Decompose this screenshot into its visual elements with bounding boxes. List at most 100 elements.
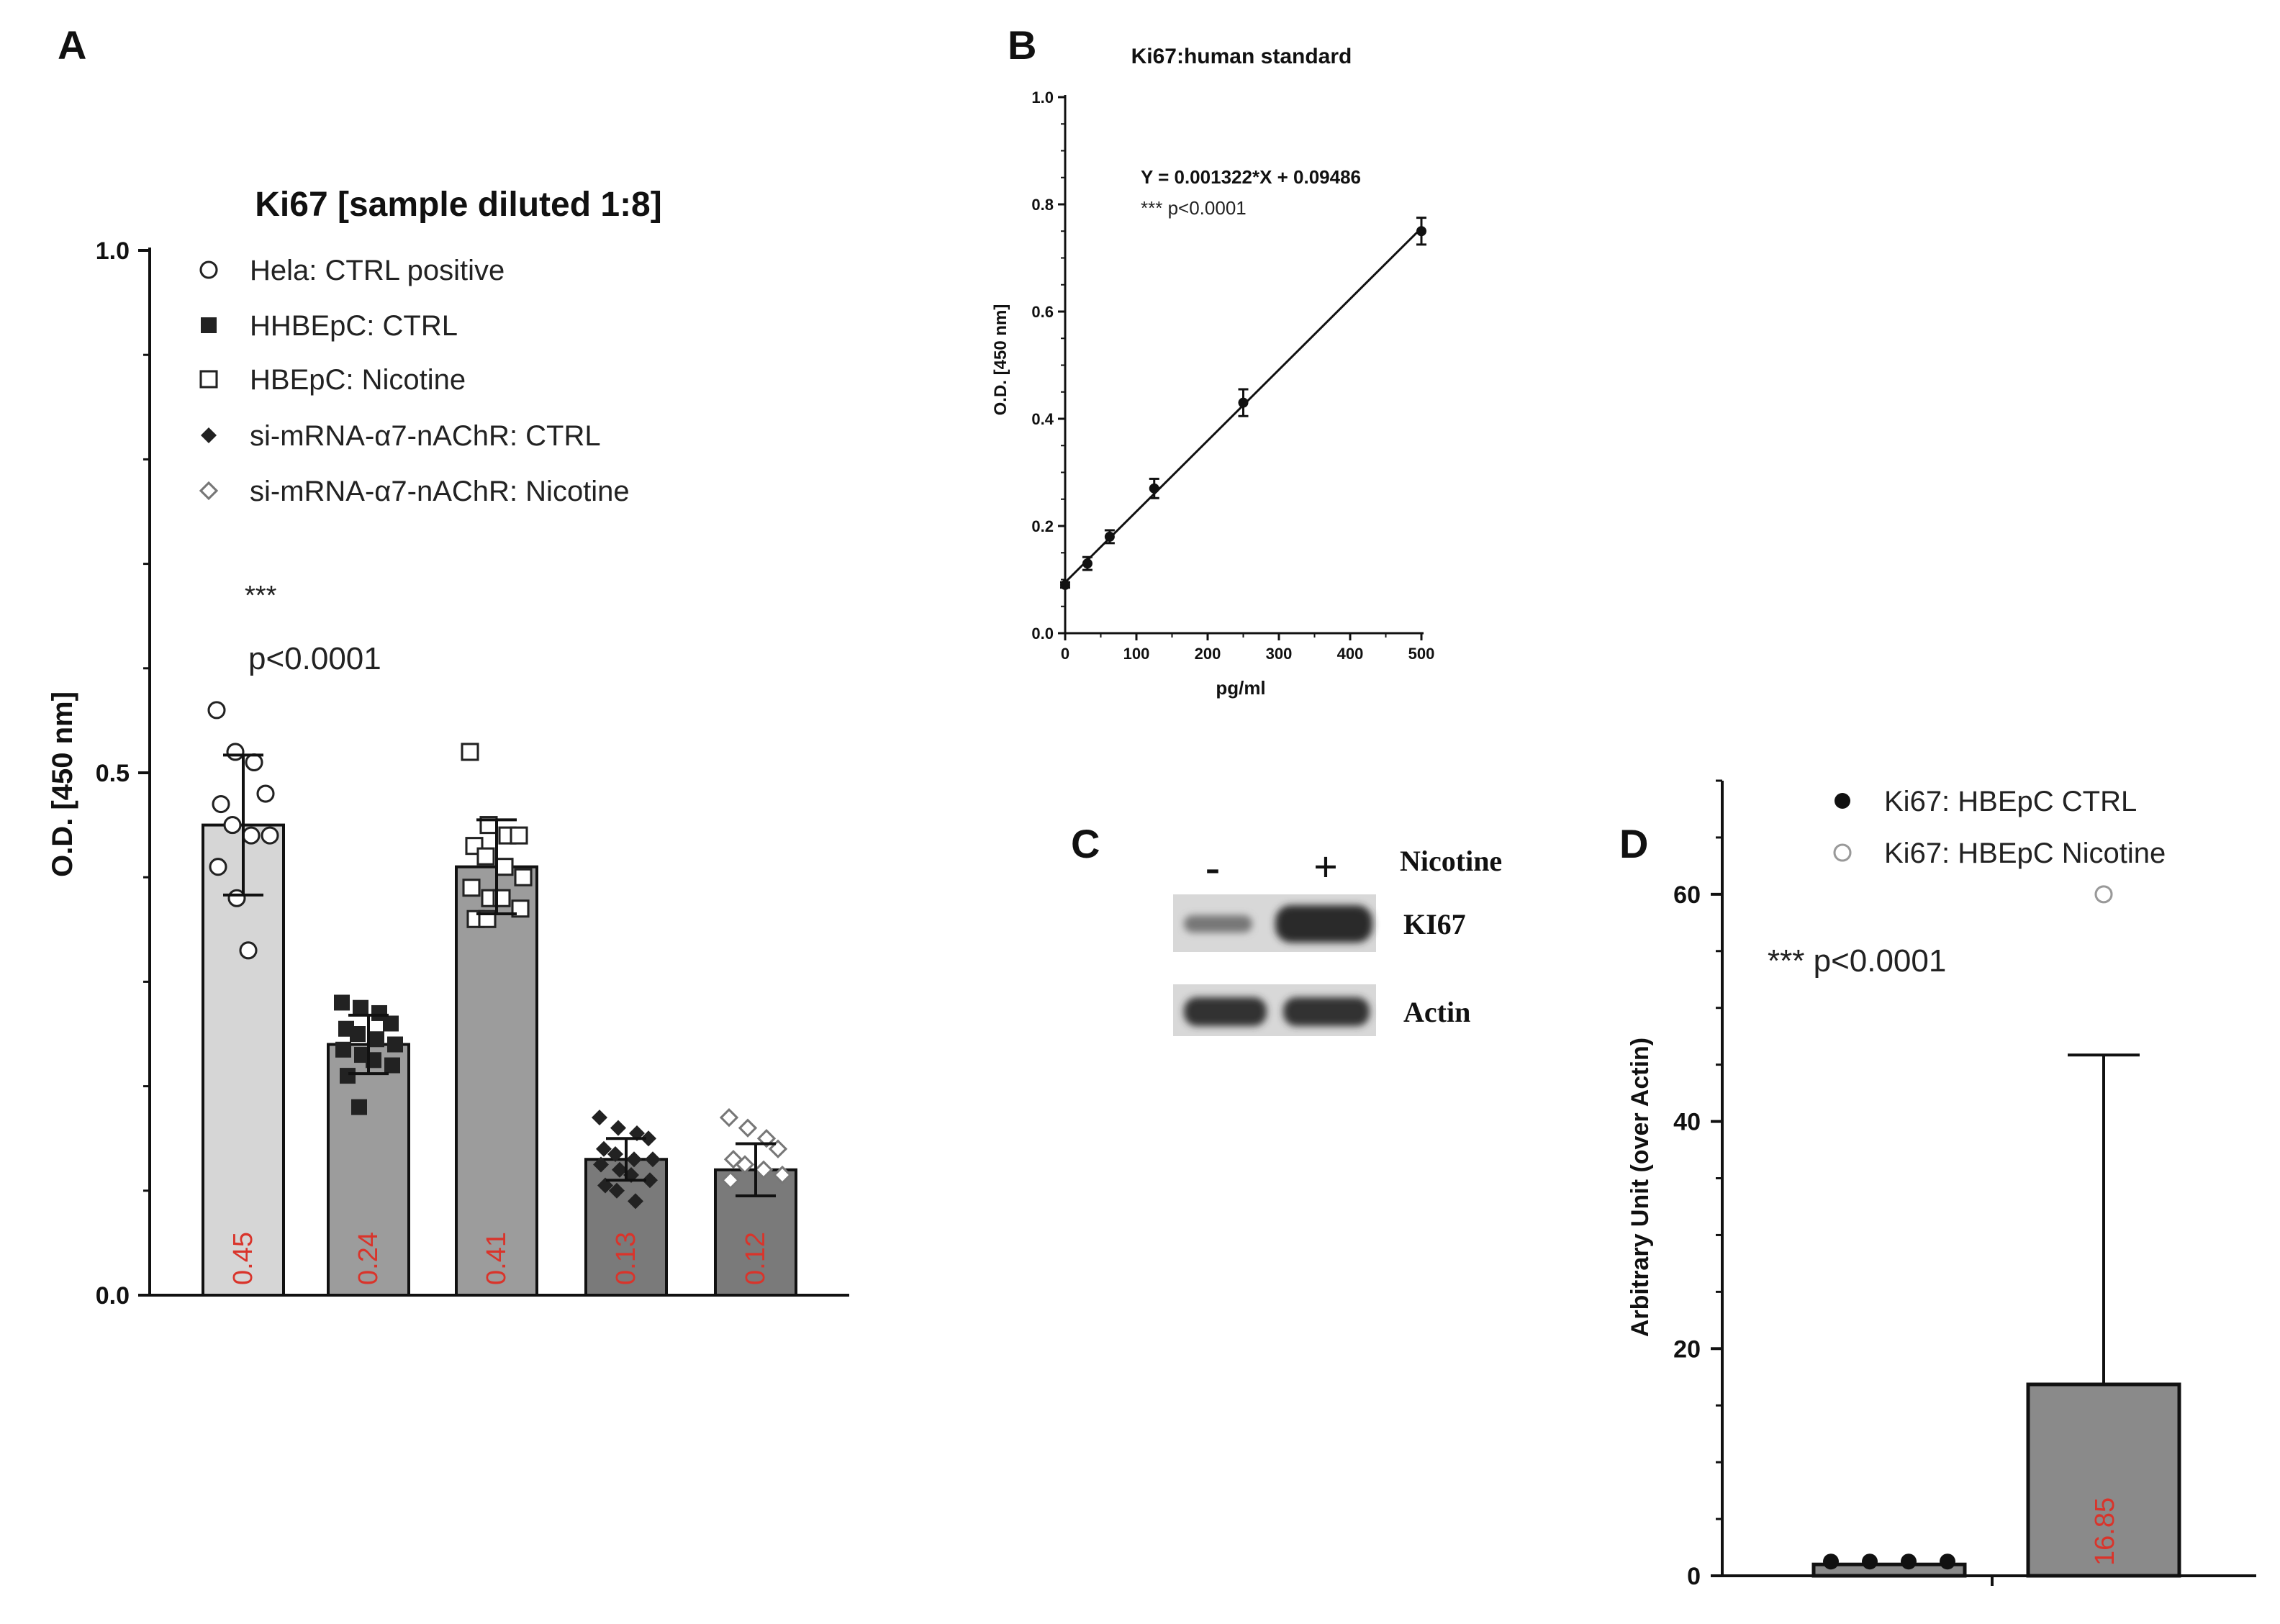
panel-d-y-tick-label: 0 xyxy=(1687,1563,1701,1590)
panel-a-y-axis-label: O.D. [450 nm] xyxy=(47,691,78,877)
panel-b-data-point xyxy=(1060,579,1070,590)
blot-actin-band-minus xyxy=(1184,997,1267,1026)
panel-a-data-point xyxy=(256,784,275,803)
panel-b-y-tick-label: 0.4 xyxy=(1031,410,1054,428)
panel-b-chart: Ki67:human standard pg/ml O.D. [450 nm] … xyxy=(991,45,1434,699)
panel-d-chart: Arbitrary Unit (over Actin) *** p<0.0001… xyxy=(1627,779,2256,1590)
panel-d-y-axis-label: Arbitrary Unit (over Actin) xyxy=(1627,1038,1654,1337)
blot-actin-strip xyxy=(1173,984,1376,1036)
panel-d-legend-marker xyxy=(1833,843,1852,862)
panel-b-x-axis-label: pg/ml xyxy=(1216,677,1265,699)
panel-a-data-point xyxy=(510,826,528,845)
panel-a-data-point xyxy=(212,795,230,814)
panel-d-legend-marker xyxy=(1835,793,1850,809)
panel-d-axes: 0 20 40 60 xyxy=(1673,779,2256,1590)
panel-a-legend: Hela: CTRL positive HHBEpC: CTRL HBEpC: Ni… xyxy=(199,255,630,507)
panel-d-y-tick-label: 40 xyxy=(1673,1109,1701,1136)
panel-a-bar xyxy=(455,865,538,1297)
panel-a-title: Ki67 [sample diluted 1:8] xyxy=(255,186,661,224)
panel-a-data-point xyxy=(209,858,227,876)
panel-d-data-point xyxy=(1901,1553,1917,1570)
panel-b-data-point xyxy=(1104,531,1115,542)
panel-d-y-tick-label: 60 xyxy=(1673,881,1701,909)
panel-a-data-point xyxy=(334,994,350,1011)
panel-a-legend-marker xyxy=(199,370,218,389)
panel-a-data-point xyxy=(641,1130,656,1147)
panel-a-bar-value-label: 0.41 xyxy=(481,1232,512,1285)
panel-a-data-point xyxy=(628,1193,643,1210)
panel-d-data-point xyxy=(2094,885,2113,904)
blot-ki67-band-plus xyxy=(1275,905,1372,943)
panel-b-x-tick-label: 400 xyxy=(1337,645,1364,663)
panel-a-bar-value-label: 0.45 xyxy=(228,1232,258,1285)
panel-a-y-tick-label: 0.5 xyxy=(96,760,130,787)
panel-d-data-point xyxy=(1823,1553,1839,1570)
blot-plus-label: + xyxy=(1313,843,1338,891)
panel-a-legend-label: HHBEpC: CTRL xyxy=(250,310,458,342)
panel-a-p-value: p<0.0001 xyxy=(248,641,381,676)
panel-a-bar-value-label: 0.24 xyxy=(353,1232,384,1285)
panel-a-legend-label: HBEpC: Nicotine xyxy=(250,364,466,396)
panel-a-data-point xyxy=(351,1099,367,1115)
panel-a-data-point xyxy=(593,1156,609,1173)
panel-b-y-tick-label: 0.8 xyxy=(1031,196,1054,214)
panel-a-bar-value-label: 0.12 xyxy=(741,1232,771,1285)
panel-a-data-point xyxy=(626,1151,642,1168)
panel-a-legend-marker xyxy=(199,481,219,501)
panel-a-data-point xyxy=(368,1031,384,1048)
panel-a-bar xyxy=(327,1043,410,1297)
panel-a-data-point xyxy=(462,879,481,897)
panel-a-data-point xyxy=(612,1161,628,1178)
panel-d-bar xyxy=(1811,1562,1967,1578)
panel-a-data-point xyxy=(754,1160,774,1179)
panel-b-x-tick-label: 500 xyxy=(1408,645,1435,663)
panel-a-data-point xyxy=(383,1015,399,1032)
panel-a-data-point xyxy=(592,1110,607,1126)
panel-b-x-tick-label: 0 xyxy=(1061,645,1069,663)
panel-b-data xyxy=(1060,217,1426,590)
panel-a-data-point xyxy=(720,1171,741,1190)
panel-d-data-point xyxy=(1862,1553,1878,1570)
panel-b-data-point xyxy=(1238,397,1249,408)
panel-b-title: Ki67:human standard xyxy=(1131,45,1352,68)
panel-b-axes: 0.0 0.2 0.4 0.6 0.8 1.0 0 100 200 300 400 500 xyxy=(1031,89,1434,663)
panel-a-y-tick-label: 0.0 xyxy=(96,1282,130,1310)
blot-minus-label: - xyxy=(1205,843,1220,891)
panel-a-data-point xyxy=(610,1120,626,1136)
panel-a-chart: Ki67 [sample diluted 1:8] O.D. [450 nm] … xyxy=(47,186,849,1310)
panel-a-data-point xyxy=(461,743,479,761)
panel-a-data-point xyxy=(609,1182,625,1199)
panel-a-bar-value-label: 0.13 xyxy=(611,1232,641,1285)
panel-b-data-point xyxy=(1416,226,1426,237)
blot-ki67-label: KI67 xyxy=(1403,908,1466,940)
blot-nicotine-label: Nicotine xyxy=(1400,845,1502,877)
panel-a-legend-label: Hela: CTRL positive xyxy=(250,255,505,286)
panel-a-data-point xyxy=(596,1140,612,1157)
panel-a-data-point xyxy=(350,1026,366,1042)
panel-a-bars: 0.45 0.24 0.41 0.13 0.12 xyxy=(202,701,797,1297)
panel-a-data-point xyxy=(226,743,245,761)
panel-d-y-tick-label: 20 xyxy=(1673,1335,1701,1363)
panel-d-data-point xyxy=(1940,1553,1955,1570)
panel-a-data-point xyxy=(607,1146,623,1162)
panel-d-bar-value-label: 16.85 xyxy=(2090,1497,2120,1566)
panel-a-data-point xyxy=(223,816,242,835)
panel-letter-c: C xyxy=(1071,821,1100,866)
panel-b-y-tick-label: 0.6 xyxy=(1031,303,1054,321)
panel-c-blot: - + Nicotine KI67 Actin xyxy=(1173,843,1502,1036)
panel-a-data-point xyxy=(353,999,368,1016)
panel-b-x-tick-label: 100 xyxy=(1123,645,1150,663)
panel-a-legend-marker xyxy=(199,260,218,279)
panel-a-data-point xyxy=(642,1172,658,1189)
panel-b-data-point xyxy=(1149,483,1159,494)
panel-b-y-axis-label: O.D. [450 nm] xyxy=(991,304,1010,416)
panel-b-significance: *** p<0.0001 xyxy=(1141,197,1247,219)
panel-a-data-point xyxy=(387,1036,403,1053)
panel-a-data-point xyxy=(772,1165,792,1185)
panel-a-legend-label: si-mRNA-α7-nAChR: CTRL xyxy=(250,420,601,452)
panel-letter-b: B xyxy=(1008,22,1036,68)
panel-b-y-tick-label: 0.2 xyxy=(1031,517,1054,535)
panel-d-legend: Ki67: HBEpC CTRL Ki67: HBEpC Nicotine xyxy=(1833,786,2166,869)
panel-a-data-point xyxy=(245,753,263,772)
